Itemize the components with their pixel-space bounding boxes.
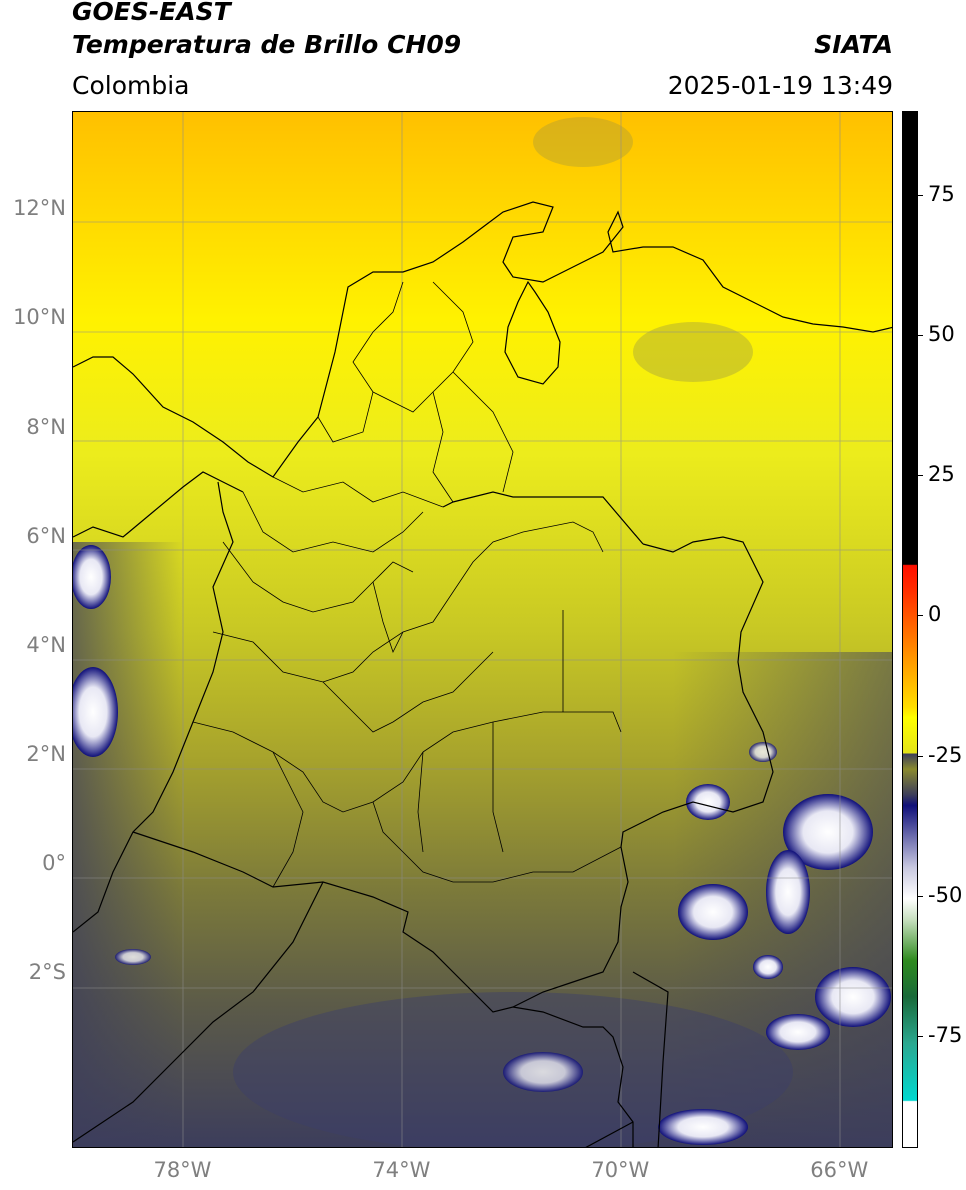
cloud-top bbox=[658, 1109, 748, 1145]
latitude-tick-label: 10°N bbox=[13, 305, 66, 330]
latitude-tick-label: 8°N bbox=[26, 414, 66, 439]
latitude-tick-label: 2°S bbox=[28, 960, 66, 985]
cloud-top bbox=[73, 545, 111, 609]
latitude-tick-label: 2°N bbox=[26, 742, 66, 767]
cloud-top bbox=[766, 1014, 830, 1050]
cloud-top bbox=[766, 850, 810, 934]
map-canvas bbox=[73, 112, 892, 1147]
colorbar-tick-mark bbox=[918, 475, 923, 477]
longitude-tick-label: 74°W bbox=[372, 1158, 431, 1182]
colorbar-tick-mark bbox=[918, 615, 923, 617]
colorbar-tick-label: -75 bbox=[928, 1022, 963, 1047]
western-cold-region bbox=[73, 542, 183, 1147]
colorbar-tick-mark bbox=[918, 895, 923, 897]
cloud-top bbox=[753, 955, 783, 979]
brightness-temperature-map bbox=[72, 111, 893, 1148]
colorbar-tick-label: -50 bbox=[928, 882, 963, 907]
venezuela-cloud-patch bbox=[633, 322, 753, 382]
cloud-top bbox=[783, 794, 873, 870]
latitude-tick-label: 0° bbox=[42, 851, 66, 876]
timestamp-label: 2025-01-19 13:49 bbox=[667, 71, 893, 100]
cloud-top bbox=[815, 967, 891, 1027]
colorbar-tick-mark bbox=[918, 335, 923, 337]
colorbar-tick-label: 50 bbox=[928, 322, 955, 347]
cloud-top bbox=[686, 784, 730, 820]
cloud-top bbox=[73, 667, 118, 757]
satellite-title: GOES-EAST bbox=[72, 0, 231, 26]
colorbar bbox=[902, 111, 918, 1148]
longitude-tick-label: 66°W bbox=[810, 1158, 869, 1182]
colorbar-tick-label: 0 bbox=[928, 602, 942, 627]
cloud-top bbox=[678, 884, 748, 940]
longitude-tick-label: 78°W bbox=[153, 1158, 212, 1182]
colorbar-tick-mark bbox=[918, 1035, 923, 1037]
colorbar-fill bbox=[903, 112, 917, 1147]
cloud-top bbox=[749, 742, 777, 762]
region-label: Colombia bbox=[72, 71, 190, 100]
organization-label: SIATA bbox=[814, 30, 893, 59]
latitude-tick-label: 4°N bbox=[26, 632, 66, 657]
colorbar-tick-mark bbox=[918, 755, 923, 757]
department-boundaries bbox=[192, 281, 622, 888]
colorbar-tick-label: -25 bbox=[928, 742, 963, 767]
colorbar-tick-label: 25 bbox=[928, 462, 955, 487]
longitude-tick-label: 70°W bbox=[591, 1158, 650, 1182]
cloud-top bbox=[503, 1052, 583, 1092]
cold-cloud-tops bbox=[73, 545, 891, 1145]
colorbar-tick-mark bbox=[918, 195, 923, 197]
latitude-tick-label: 12°N bbox=[13, 196, 66, 221]
colorbar-tick-label: 75 bbox=[928, 182, 955, 207]
product-title: Temperatura de Brillo CH09 bbox=[72, 30, 462, 59]
colorbar-gradient bbox=[903, 112, 917, 1147]
cloud-top bbox=[115, 949, 151, 965]
caribbean-cloud-patch bbox=[533, 117, 633, 167]
graticule bbox=[73, 112, 892, 1147]
latitude-tick-label: 6°N bbox=[26, 523, 66, 548]
